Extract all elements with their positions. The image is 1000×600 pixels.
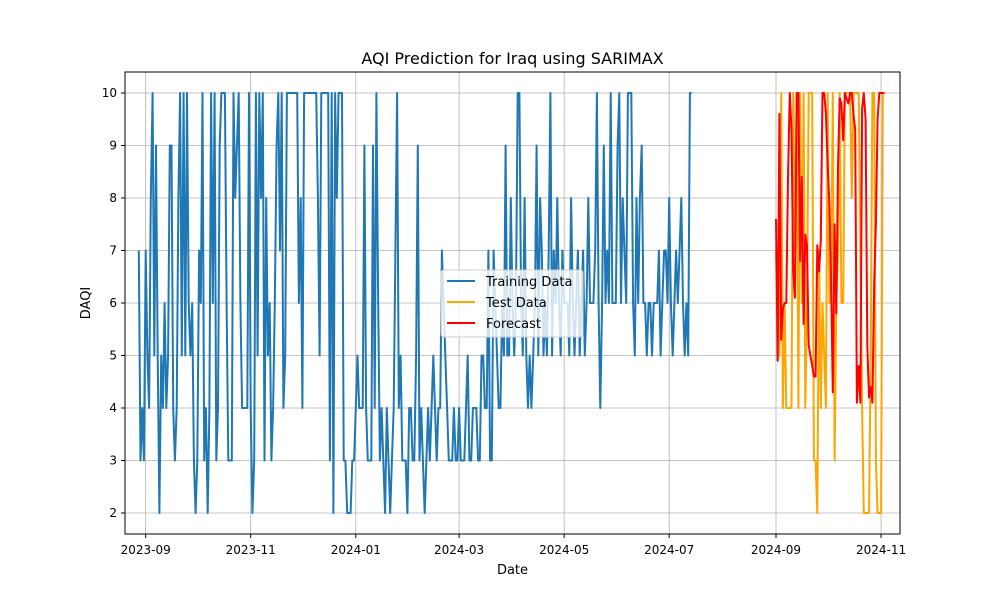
y-tick-label: 5 (109, 349, 117, 363)
x-tick-label: 2024-11 (856, 543, 906, 557)
y-tick-label: 3 (109, 454, 117, 468)
series-line-test-data (775, 92, 885, 514)
x-tick-label: 2024-07 (644, 543, 694, 557)
axes: 2023-09 2023-11 2024-01 2024-03 2024-05 2024-… (102, 86, 906, 557)
x-axis-label: Date (497, 563, 528, 578)
legend-label: Test Data (485, 296, 547, 311)
x-tick-label: 2024-01 (331, 543, 381, 557)
legend: Training Data Test Data Forecast (440, 269, 584, 338)
legend-label: Forecast (486, 317, 541, 332)
series-line-training-data (137, 92, 692, 514)
y-tick-label: 4 (109, 401, 117, 415)
legend-label: Training Data (485, 275, 572, 290)
x-tick-label: 2024-03 (434, 543, 484, 557)
y-tick-label: 2 (109, 506, 117, 520)
x-tick-label: 2023-09 (121, 543, 171, 557)
x-tick-label: 2024-05 (539, 543, 589, 557)
y-tick-label: 10 (102, 86, 117, 100)
y-tick-label: 7 (109, 244, 117, 258)
series-layer (137, 92, 885, 514)
chart-title: AQI Prediction for Iraq using SARIMAX (361, 49, 663, 68)
y-tick-label: 6 (109, 296, 117, 310)
y-tick-label: 8 (109, 191, 117, 205)
y-axis-label: DAQI (79, 287, 94, 320)
series-line-forecast (775, 92, 885, 404)
legend-box (440, 269, 584, 338)
y-tick-label: 9 (109, 139, 117, 153)
x-tick-label: 2024-09 (751, 543, 801, 557)
x-tick-label: 2023-11 (226, 543, 276, 557)
